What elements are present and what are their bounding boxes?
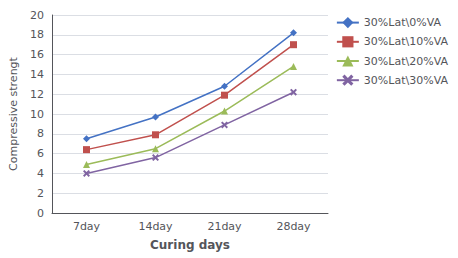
svg-text:7day: 7day	[73, 220, 101, 233]
svg-text:10: 10	[30, 108, 44, 121]
svg-text:14day: 14day	[138, 220, 173, 233]
svg-text:8: 8	[37, 127, 44, 140]
svg-text:28day: 28day	[276, 220, 311, 233]
svg-text:21day: 21day	[207, 220, 242, 233]
svg-text:12: 12	[30, 88, 44, 101]
svg-text:4: 4	[37, 167, 44, 180]
svg-text:20: 20	[30, 9, 44, 22]
svg-text:Compressive strengt: Compressive strengt	[7, 56, 20, 170]
svg-text:30%Lat\0%VA: 30%Lat\0%VA	[364, 16, 442, 29]
svg-text:30%Lat\10%VA: 30%Lat\10%VA	[364, 35, 449, 48]
svg-text:16: 16	[30, 48, 44, 61]
svg-text:30%Lat\30%VA: 30%Lat\30%VA	[364, 74, 449, 87]
svg-text:0: 0	[37, 207, 44, 220]
svg-text:18: 18	[30, 28, 44, 41]
svg-text:Curing days: Curing days	[150, 238, 230, 252]
svg-text:30%Lat\20%VA: 30%Lat\20%VA	[364, 55, 449, 68]
svg-text:6: 6	[37, 147, 44, 160]
svg-text:14: 14	[30, 68, 44, 81]
svg-text:2: 2	[37, 187, 44, 200]
